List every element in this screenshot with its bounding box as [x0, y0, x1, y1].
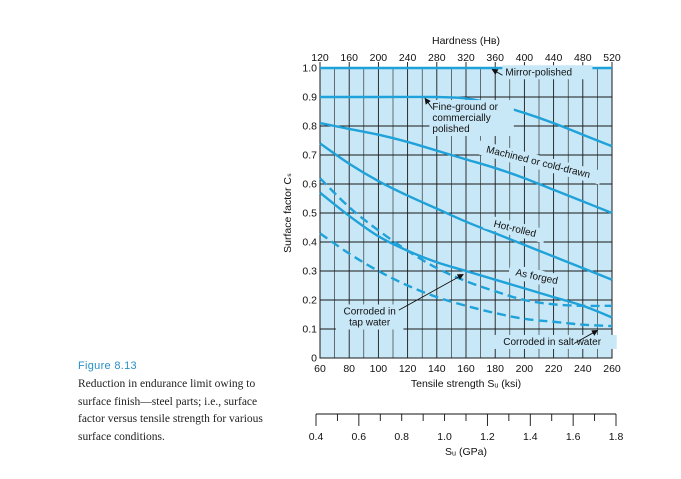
hardness-tick-label: 400 [516, 52, 534, 64]
leader-line-fine [424, 97, 433, 109]
annotation-background [429, 100, 514, 137]
annotation-background [473, 139, 603, 185]
y-tick-label: 0.8 [302, 121, 317, 133]
leader-line-mirror [491, 69, 503, 76]
annotation-mirror: Mirror-polished [502, 65, 593, 80]
hardness-tick-label: 160 [340, 52, 358, 64]
y-tick-label: 0.5 [302, 208, 317, 220]
y-tick-label: 0.3 [302, 266, 317, 278]
gpa-axis-label: Sᵤ (GPa) [445, 446, 487, 458]
annotation-text: commercially [432, 113, 490, 124]
x-tick-label: 100 [370, 363, 388, 375]
gpa-tick-label: 1.4 [523, 431, 538, 443]
leader-line-salt-water [573, 330, 599, 344]
series-line-salt-water [319, 232, 613, 328]
y-tick-label: 1.0 [302, 63, 317, 75]
series-line-as-forged [319, 191, 613, 319]
y-tick-label: 0.2 [302, 295, 317, 307]
annotation-background [502, 65, 593, 80]
gpa-tick-label: 1.6 [566, 431, 581, 443]
hardness-tick-label: 520 [603, 52, 621, 64]
annotation-text: Corroded in salt water [503, 337, 601, 348]
hardness-tick-label: 280 [428, 52, 446, 64]
hardness-tick-label: 320 [457, 52, 475, 64]
gpa-tick-label: 1.8 [609, 431, 624, 443]
annotation-text: Corroded in [344, 307, 396, 318]
gpa-tick-label: 0.8 [394, 431, 409, 443]
x-axis-label: Tensile strength Sᵤ (ksi) [411, 378, 521, 390]
gpa-tick-label: 0.4 [309, 431, 324, 443]
annotation-background [483, 214, 547, 244]
x-tick-label: 260 [603, 363, 621, 375]
hardness-tick-label: 440 [545, 52, 563, 64]
figure-number: Figure 8.13 [78, 360, 137, 372]
hardness-axis-label: Hardness (Hʙ) [432, 35, 500, 47]
x-tick-label: 240 [574, 363, 592, 375]
annotation-text: tap water [349, 318, 391, 329]
y-axis-label: Surface factor Cₛ [282, 173, 294, 253]
gpa-tick-label: 1.0 [437, 431, 452, 443]
hardness-tick-label: 240 [399, 52, 417, 64]
figure-caption-text: Reduction in endurance limit owing to su… [78, 378, 263, 443]
series-line-hot-rolled [319, 142, 613, 281]
x-tick-label: 160 [457, 363, 475, 375]
annotation-background [487, 334, 617, 349]
y-tick-label: 0.4 [302, 237, 317, 249]
y-tick-label: 0.9 [302, 92, 317, 104]
x-tick-label: 200 [516, 363, 534, 375]
gpa-tick-label: 0.6 [352, 431, 367, 443]
x-tick-label: 60 [314, 363, 326, 375]
annotation-salt-water: Corroded in salt water [487, 334, 617, 349]
y-tick-label: 0.6 [302, 179, 317, 191]
hardness-tick-label: 480 [574, 52, 592, 64]
x-tick-label: 180 [486, 363, 504, 375]
y-tick-label: 0.1 [302, 324, 317, 336]
annotation-text: Fine-ground or [432, 102, 498, 113]
annotation-text: polished [432, 124, 469, 135]
hardness-tick-label: 120 [311, 52, 329, 64]
y-tick-label: 0 [311, 353, 317, 365]
x-tick-label: 220 [545, 363, 563, 375]
annotation-background [335, 304, 404, 330]
y-tick-label: 0.7 [302, 150, 317, 162]
hardness-tick-label: 200 [370, 52, 388, 64]
figure-caption: Figure 8.13 Reduction in endurance limit… [78, 360, 268, 446]
gpa-tick-label: 1.2 [480, 431, 495, 443]
x-tick-label: 80 [343, 363, 355, 375]
series-line-machined [319, 121, 613, 215]
leader-line-tap-water [398, 274, 464, 311]
x-tick-label: 120 [399, 363, 417, 375]
annotation-text: Mirror-polished [505, 67, 572, 78]
hardness-tick-label: 360 [486, 52, 504, 64]
annotation-background [507, 264, 566, 290]
x-tick-label: 140 [428, 363, 446, 375]
